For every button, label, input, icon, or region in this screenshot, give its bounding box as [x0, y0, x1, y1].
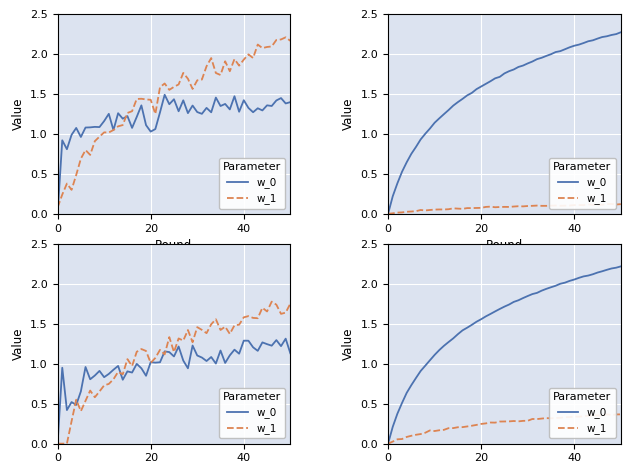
w_0: [459, 327, 467, 333]
w_0: [221, 360, 229, 366]
Text: (a) FedAvg: (a) FedAvg: [141, 258, 207, 271]
w_0: [282, 336, 289, 341]
Line: w_1: w_1: [58, 37, 291, 207]
w_1: [282, 310, 289, 315]
w_0: [612, 265, 620, 270]
w_0: [105, 371, 113, 377]
w_0: [54, 211, 61, 217]
Line: w_0: w_0: [58, 339, 291, 444]
w_0: [207, 354, 215, 360]
Legend: w_0, w_1: w_0, w_1: [549, 158, 616, 209]
w_1: [435, 207, 443, 212]
w_1: [287, 38, 294, 43]
w_0: [384, 211, 392, 217]
w_0: [105, 111, 113, 117]
w_1: [54, 205, 61, 210]
w_1: [612, 202, 620, 207]
Y-axis label: Value: Value: [342, 98, 355, 130]
Y-axis label: Value: Value: [342, 327, 355, 360]
w_1: [207, 321, 215, 327]
Line: w_0: w_0: [388, 32, 621, 214]
w_1: [277, 36, 285, 42]
w_1: [459, 206, 467, 212]
w_0: [282, 101, 289, 106]
Line: w_0: w_0: [58, 95, 291, 214]
X-axis label: Round: Round: [486, 239, 523, 252]
w_1: [552, 415, 559, 421]
w_0: [617, 263, 625, 269]
w_0: [538, 55, 545, 61]
w_0: [287, 350, 294, 356]
w_1: [221, 324, 229, 330]
w_1: [105, 130, 113, 135]
w_1: [105, 381, 113, 387]
w_0: [617, 29, 625, 35]
w_0: [435, 347, 443, 353]
w_0: [552, 49, 559, 55]
w_0: [128, 125, 136, 131]
w_1: [384, 211, 392, 217]
Line: w_1: w_1: [58, 302, 291, 444]
w_1: [538, 203, 545, 209]
Line: w_1: w_1: [388, 204, 621, 214]
w_0: [226, 106, 234, 112]
Text: (b) Ours: (b) Ours: [479, 258, 530, 271]
w_1: [221, 58, 229, 64]
w_1: [384, 441, 392, 446]
w_1: [128, 108, 136, 114]
w_0: [552, 283, 559, 289]
w_0: [124, 113, 131, 119]
w_1: [617, 411, 625, 417]
w_0: [435, 115, 443, 121]
w_1: [459, 425, 467, 430]
Legend: w_0, w_1: w_0, w_1: [549, 388, 616, 439]
w_1: [454, 206, 461, 212]
Legend: w_0, w_1: w_0, w_1: [218, 388, 285, 439]
w_1: [124, 356, 131, 362]
Line: w_1: w_1: [388, 414, 621, 444]
w_1: [538, 416, 545, 421]
w_1: [54, 441, 61, 446]
w_0: [384, 441, 392, 446]
w_0: [459, 96, 467, 102]
w_0: [212, 95, 220, 100]
w_0: [612, 31, 620, 37]
w_1: [454, 425, 461, 430]
w_0: [128, 370, 136, 375]
Y-axis label: Value: Value: [12, 327, 24, 360]
Y-axis label: Value: Value: [12, 98, 24, 130]
w_0: [161, 92, 168, 98]
w_1: [552, 203, 559, 208]
w_0: [454, 99, 461, 105]
w_0: [287, 99, 294, 105]
w_0: [54, 441, 61, 446]
w_1: [612, 411, 620, 417]
w_0: [538, 288, 545, 293]
w_1: [207, 55, 215, 61]
Legend: w_0, w_1: w_0, w_1: [218, 158, 285, 209]
w_0: [454, 332, 461, 337]
X-axis label: Round: Round: [156, 239, 193, 252]
w_1: [287, 301, 294, 306]
w_1: [603, 411, 611, 417]
w_0: [277, 343, 285, 349]
w_1: [607, 201, 615, 207]
w_1: [617, 201, 625, 207]
w_1: [435, 427, 443, 433]
Line: w_0: w_0: [388, 266, 621, 444]
w_1: [282, 35, 289, 40]
w_0: [124, 368, 131, 374]
w_1: [268, 299, 276, 304]
w_1: [128, 363, 136, 369]
w_1: [124, 110, 131, 116]
